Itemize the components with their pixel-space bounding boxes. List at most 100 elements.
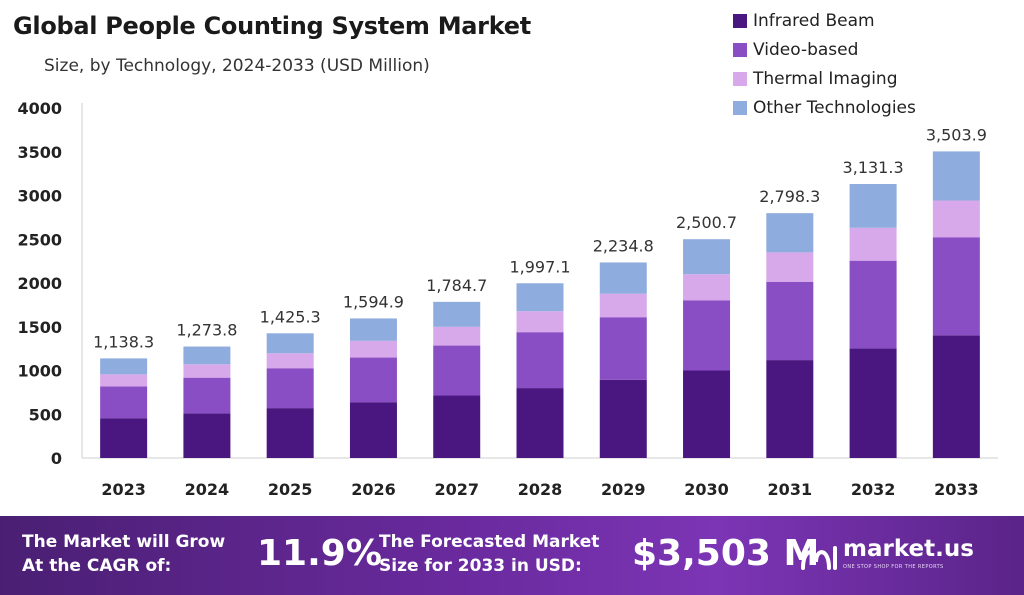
bar-segment-video-based-2028 [516,332,564,389]
bar-segment-thermal-imaging-2028 [516,311,564,333]
total-label-2024: 1,273.8 [176,321,237,340]
x-tick-label-2031: 2031 [768,480,813,499]
bar-segment-other-technologies-2029 [599,262,647,294]
x-tick-label-2030: 2030 [684,480,729,499]
bar-segment-thermal-imaging-2029 [599,293,647,318]
x-tick-label-2028: 2028 [518,480,563,499]
footer-banner: The Market will Grow At the CAGR of: 11.… [0,516,1024,595]
bar-segment-other-technologies-2027 [433,301,481,327]
bar-segment-video-based-2032 [849,260,897,349]
bar-segment-thermal-imaging-2032 [849,227,897,261]
bar-segment-other-technologies-2024 [183,346,231,365]
forecast-caption-line2: Size for 2033 in USD: [379,556,582,576]
total-label-2026: 1,594.9 [343,292,404,311]
forecast-value: $3,503 M [632,533,820,574]
bar-segment-video-based-2027 [433,345,481,396]
bar-segment-infrared-beam-2028 [516,388,564,458]
cagr-caption: The Market will Grow At the CAGR of: [22,530,225,578]
bar-segment-video-based-2024 [183,377,231,414]
bar-segment-other-technologies-2023 [100,358,148,375]
y-tick-label: 1500 [17,318,62,337]
bar-segment-infrared-beam-2029 [599,379,647,458]
chart-title: Global People Counting System Market [13,12,531,40]
bar-segment-other-technologies-2030 [683,239,731,275]
legend-swatch-thermal-imaging [733,71,747,86]
bar-segment-infrared-beam-2026 [349,402,397,458]
legend-swatch-video-based [733,42,747,57]
total-label-2030: 2,500.7 [676,213,737,232]
bar-segment-other-technologies-2025 [266,333,314,354]
bar-segment-thermal-imaging-2024 [183,364,231,378]
bar-segment-infrared-beam-2032 [849,348,897,458]
bar-segment-other-technologies-2033 [932,151,980,201]
x-tick-label-2026: 2026 [351,480,396,499]
market-us-logo-icon [801,546,837,570]
legend-swatch-infrared-beam [733,13,747,28]
y-tick-label: 2500 [17,230,62,249]
total-label-2027: 1,784.7 [426,276,487,295]
bar-segment-video-based-2029 [599,317,647,380]
bar-segment-other-technologies-2026 [349,318,397,341]
x-tick-label-2032: 2032 [851,480,896,499]
bar-segment-thermal-imaging-2026 [349,340,397,358]
bar-segment-other-technologies-2031 [766,213,814,253]
y-tick-label: 0 [51,449,62,468]
cagr-caption-line1: The Market will Grow [22,532,226,552]
stacked-bar-chart: 0 500 1000 1500 2000 2500 3000 3500 4000 1,138.3 2… [17,99,998,499]
bar-segment-thermal-imaging-2033 [932,200,980,238]
y-tick-label: 2000 [17,274,62,293]
bar-segment-infrared-beam-2031 [766,360,814,458]
total-label-2023: 1,138.3 [93,332,154,351]
bar-segment-thermal-imaging-2027 [433,326,481,346]
x-tick-label-2024: 2024 [185,480,230,499]
total-label-2029: 2,234.8 [593,236,654,255]
bar-segment-video-based-2030 [683,300,731,371]
bar-segment-thermal-imaging-2023 [100,374,148,387]
legend-item-thermal-imaging: Thermal Imaging [733,64,916,93]
total-label-2025: 1,425.3 [260,307,321,326]
total-label-2028: 1,997.1 [509,257,570,276]
brand-tagline: ONE STOP SHOP FOR THE REPORTS [843,564,944,570]
chart-legend: Infrared Beam Video-based Thermal Imagin… [733,6,916,122]
cagr-caption-line2: At the CAGR of: [22,556,172,576]
total-label-2032: 3,131.3 [843,158,904,177]
x-tick-label-2029: 2029 [601,480,646,499]
bar-segment-thermal-imaging-2025 [266,353,314,369]
legend-swatch-other-technologies [733,100,747,115]
y-tick-label: 4000 [17,99,62,118]
legend-item-infrared-beam: Infrared Beam [733,6,916,35]
bar-segment-video-based-2025 [266,368,314,409]
bar-segment-other-technologies-2032 [849,184,897,228]
x-tick-label-2027: 2027 [434,480,479,499]
bar-segment-infrared-beam-2027 [433,395,481,458]
bar-segment-thermal-imaging-2030 [683,274,731,301]
x-tick-label-2025: 2025 [268,480,313,499]
brand-name: market.us [843,536,974,562]
bar-segment-thermal-imaging-2031 [766,252,814,282]
bar-segment-video-based-2023 [100,386,148,419]
bar-segment-infrared-beam-2024 [183,413,231,458]
cagr-value: 11.9% [257,533,382,574]
bar-segment-video-based-2026 [349,357,397,403]
total-label-2031: 2,798.3 [759,187,820,206]
y-tick-label: 500 [29,405,62,424]
legend-label: Video-based [753,39,859,60]
forecast-caption: The Forecasted Market Size for 2033 in U… [379,530,599,578]
bar-segment-infrared-beam-2025 [266,408,314,458]
bar-segment-infrared-beam-2033 [932,335,980,458]
y-tick-label: 3000 [17,187,62,206]
bar-segment-other-technologies-2028 [516,283,564,312]
legend-item-other-technologies: Other Technologies [733,93,916,122]
legend-label: Infrared Beam [753,10,875,31]
total-label-2033: 3,503.9 [926,125,987,144]
y-tick-label: 3500 [17,143,62,162]
bar-segment-infrared-beam-2030 [683,370,731,458]
forecast-caption-line1: The Forecasted Market [379,532,600,552]
brand: market.us ONE STOP SHOP FOR THE REPORTS [843,536,974,570]
chart-subtitle: Size, by Technology, 2024-2033 (USD Mill… [44,56,430,76]
legend-label: Other Technologies [753,97,916,118]
x-tick-label-2023: 2023 [101,480,146,499]
legend-label: Thermal Imaging [753,68,898,89]
legend-item-video-based: Video-based [733,35,916,64]
